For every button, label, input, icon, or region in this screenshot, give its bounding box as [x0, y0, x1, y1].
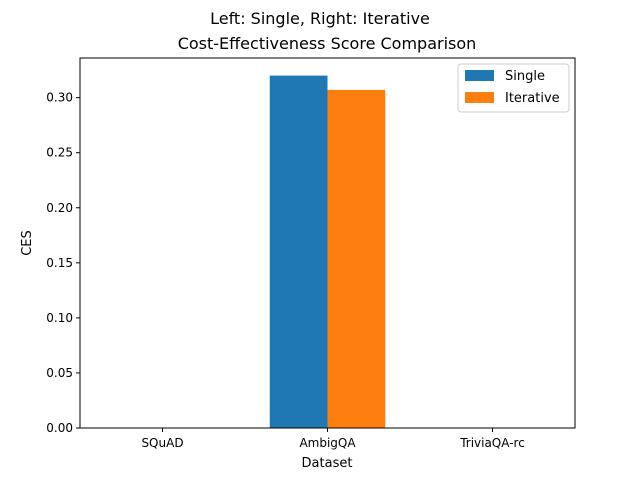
x-tick-label: TriviaQA-rc: [459, 436, 525, 450]
bar-single-ambigqa: [269, 75, 328, 428]
chart-title: Cost-Effectiveness Score Comparison: [178, 34, 477, 53]
y-axis: 0.00 0.05 0.10 0.15 0.20 0.25 0.30: [46, 91, 80, 435]
x-axis-label: Dataset: [302, 456, 353, 471]
x-axis: SQuAD AmbigQA TriviaQA-rc: [141, 428, 525, 450]
bar-iterative-ambigqa: [327, 89, 386, 429]
plot-frame: [79, 57, 576, 429]
y-tick-label: 0.20: [46, 201, 73, 215]
y-tick-label: 0.10: [46, 311, 73, 325]
y-tick-label: 0.30: [46, 91, 73, 105]
y-tick-label: 0.05: [46, 366, 73, 380]
legend-swatch-single: [465, 70, 494, 81]
legend: Single Iterative: [457, 63, 570, 113]
x-tick-label: AmbigQA: [299, 436, 356, 450]
y-tick-label: 0.15: [46, 256, 73, 270]
legend-swatch-iterative: [465, 92, 494, 103]
x-tick-label: SQuAD: [141, 436, 183, 450]
bars-layer: [269, 75, 386, 429]
y-tick-label: 0.00: [46, 421, 73, 435]
figure-suptitle: Left: Single, Right: Iterative: [210, 9, 430, 28]
y-tick-label: 0.25: [46, 146, 73, 160]
y-axis-label: CES: [20, 230, 35, 256]
legend-label-single: Single: [505, 69, 545, 84]
legend-label-iterative: Iterative: [505, 91, 560, 106]
